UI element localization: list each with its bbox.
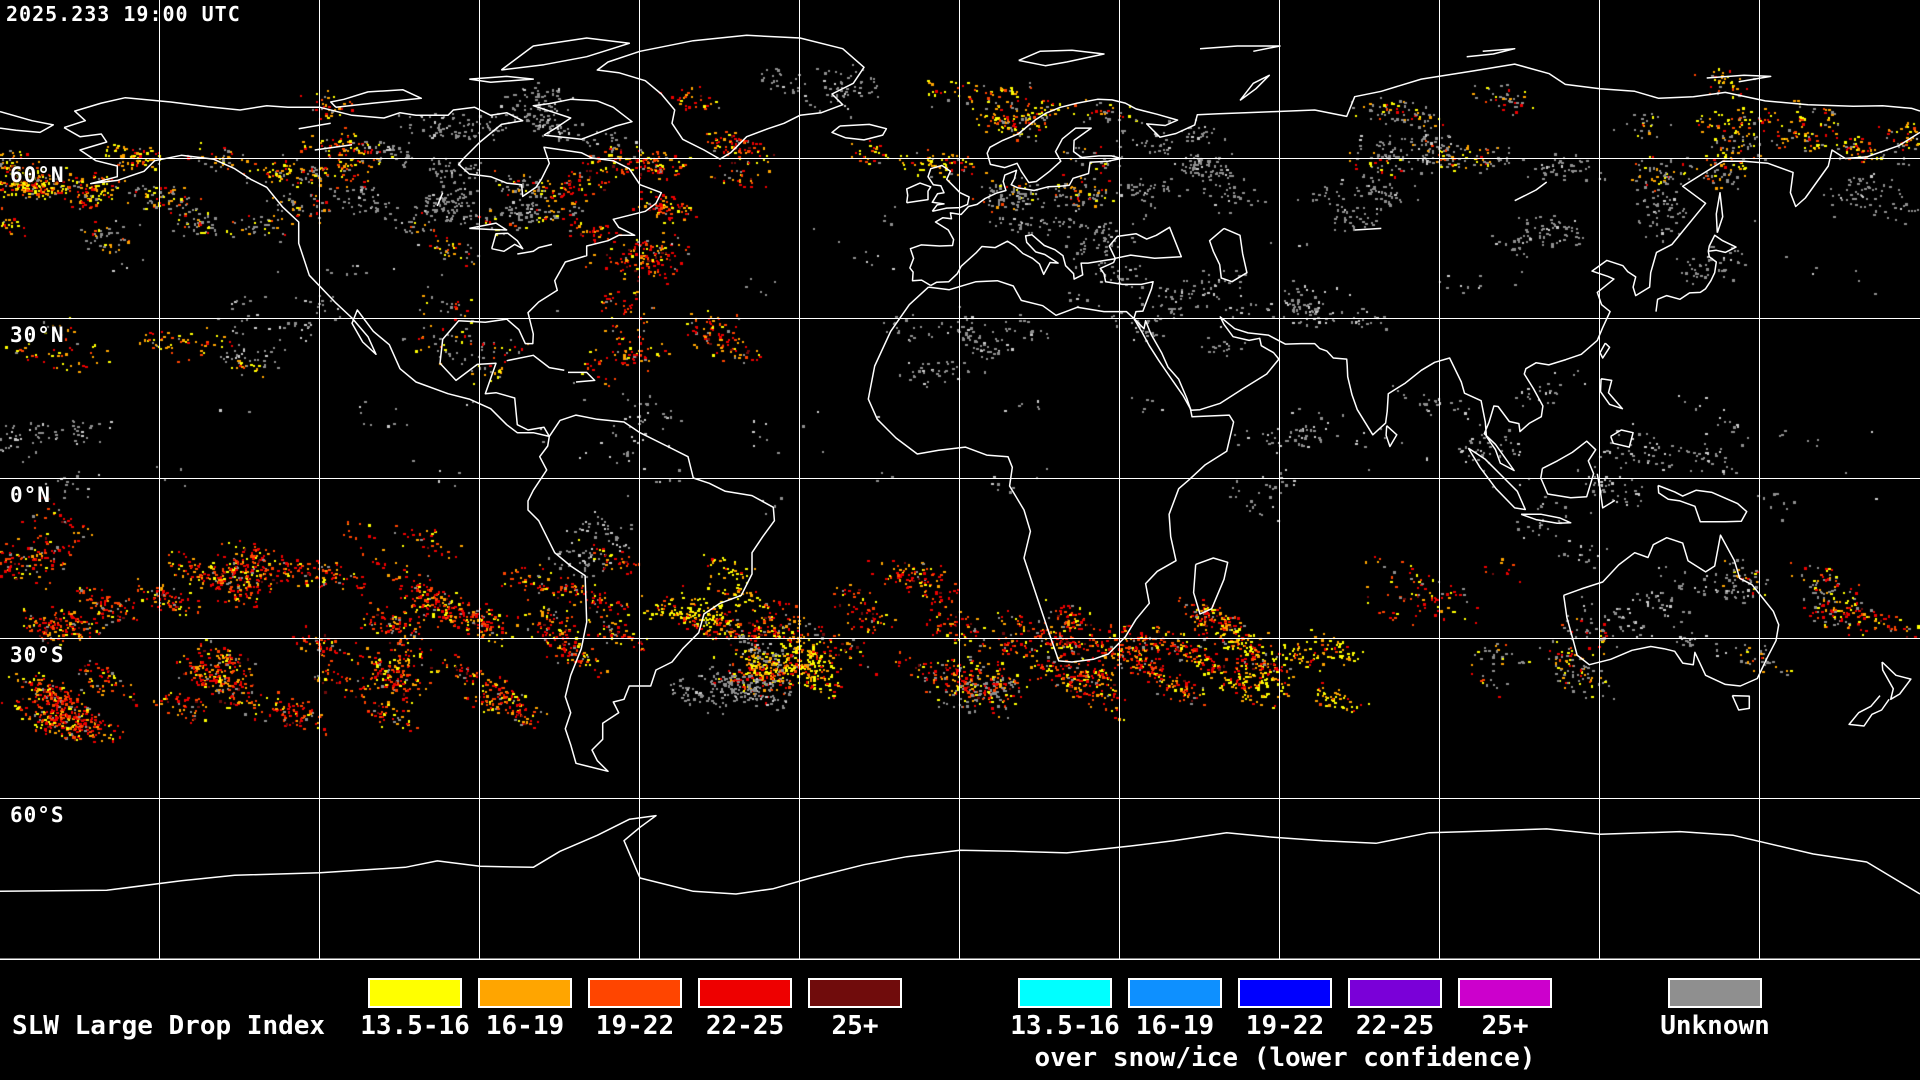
legend-swatch (588, 978, 682, 1008)
coastline (930, 131, 1920, 472)
legend-swatch (698, 978, 792, 1008)
coastline (63, 96, 663, 438)
coastline (329, 88, 423, 109)
coastline (527, 414, 776, 773)
coastline (1192, 557, 1229, 615)
legend-bin-label: 19-22 (1245, 1011, 1325, 1041)
legend-bin-label: 25+ (1481, 1011, 1529, 1041)
latitude-label: 0°N (10, 483, 51, 507)
legend-bin-label: 19-22 (595, 1011, 675, 1041)
coastline (517, 243, 553, 255)
latitude-label: 30°N (10, 323, 65, 347)
legend-bar: SLW Large Drop Index 13.5-16 16-19 19-22 22… (0, 960, 1920, 1080)
coastline (1599, 342, 1611, 359)
coastline (1199, 45, 1281, 53)
coastline (1731, 694, 1751, 711)
legend-swatch (1238, 978, 1332, 1008)
legend-bin-label: 13.5-16 (360, 1011, 470, 1041)
coastline (469, 75, 535, 84)
coastline (1108, 226, 1183, 260)
coastline (1881, 661, 1912, 701)
legend-bin-label: 22-25 (1355, 1011, 1435, 1041)
coastline (1706, 74, 1772, 83)
legend-bin-label: 16-19 (1135, 1011, 1215, 1041)
legend-swatch (1458, 978, 1552, 1008)
legend-swatch (1018, 978, 1112, 1008)
latitude-label: 60°S (10, 803, 65, 827)
coastline (1514, 181, 1548, 202)
coastline (1562, 534, 1780, 687)
coastline (0, 110, 55, 134)
coastline (1467, 447, 1527, 511)
coastline (1599, 378, 1624, 410)
legend-swatch (368, 978, 462, 1008)
legend-swatch (808, 978, 902, 1008)
coastline (314, 143, 353, 151)
timestamp-label: 2025.233 19:00 UTC (6, 2, 241, 26)
coastline (298, 122, 331, 130)
unknown-swatch (1668, 978, 1762, 1008)
legend-swatch (1348, 978, 1442, 1008)
coastline (1520, 513, 1572, 525)
legend-bin-label: 25+ (831, 1011, 879, 1041)
legend-bin-label: 13.5-16 (1010, 1011, 1120, 1041)
coastline (1540, 440, 1597, 499)
coastline (1655, 234, 1737, 312)
coastline (1715, 191, 1724, 233)
coastline (1018, 49, 1105, 67)
coastline (1385, 425, 1398, 448)
coastline (831, 123, 888, 141)
coastline (1657, 484, 1748, 523)
legend-title: SLW Large Drop Index (12, 1011, 326, 1041)
coastline (490, 232, 524, 253)
coastline (1596, 473, 1616, 509)
coastline (867, 279, 1235, 663)
coastline (909, 63, 1920, 287)
coastline (469, 222, 508, 231)
legend-swatch (1128, 978, 1222, 1008)
snow-ice-caption: over snow/ice (lower confidence) (1034, 1043, 1536, 1073)
world-map: 2025.233 19:00 UTC 60°N 30°N 0°N 30°S 60°S (0, 0, 1920, 960)
coastline (436, 192, 444, 207)
legend-swatch (478, 978, 572, 1008)
coastline (927, 164, 970, 213)
coastline (532, 98, 633, 141)
unknown-label: Unknown (1660, 1011, 1770, 1041)
coastline (596, 34, 865, 160)
legend-bin-label: 22-25 (705, 1011, 785, 1041)
coastline (0, 814, 1920, 895)
coastline (568, 371, 596, 383)
legend-bin-label: 16-19 (485, 1011, 565, 1041)
latitude-label: 30°S (10, 643, 65, 667)
coastline (1239, 74, 1271, 102)
coastline (1354, 227, 1382, 231)
coastline (500, 37, 631, 71)
coastline (1466, 47, 1516, 58)
coastline (1609, 429, 1634, 448)
coastline (506, 354, 565, 372)
latitude-label: 60°N (10, 163, 65, 187)
coastline (1848, 695, 1890, 727)
coastline-graticule-layer (0, 0, 1920, 960)
coastline (905, 182, 932, 204)
coastline (1208, 227, 1248, 283)
